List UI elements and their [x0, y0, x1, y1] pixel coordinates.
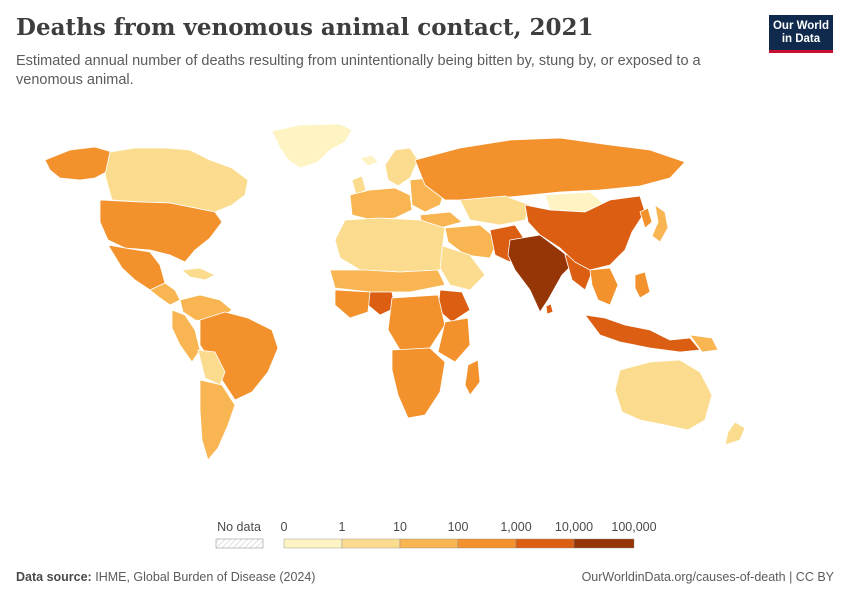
region-central-africa[interactable]	[387, 294, 446, 351]
legend-tick-100000: 100,000	[611, 520, 656, 534]
data-source-text: IHME, Global Burden of Disease (2024)	[95, 570, 316, 584]
legend-tick-10: 10	[393, 520, 407, 534]
data-source-label: Data source:	[16, 570, 92, 584]
region-papua-new-guinea[interactable]	[689, 334, 719, 353]
logo-line-1: Our World	[772, 20, 829, 32]
chart-title: Deaths from venomous animal contact, 202…	[16, 14, 594, 41]
region-kazakhstan[interactable]	[459, 195, 531, 226]
legend-bin-1000-10000	[515, 538, 575, 549]
legend-scale: 0 1 10 100 1,000 10,000 100,000	[281, 520, 657, 549]
region-iceland[interactable]	[359, 154, 379, 167]
world-map	[44, 123, 746, 461]
region-greenland[interactable]	[271, 123, 353, 169]
region-southern-africa[interactable]	[391, 347, 446, 419]
region-alaska[interactable]	[44, 146, 113, 181]
legend-tick-10000: 10,000	[555, 520, 593, 534]
owid-logo[interactable]: Our World in Data	[769, 15, 833, 53]
region-uk-ireland[interactable]	[351, 175, 367, 196]
legend-bin-10-100	[399, 538, 459, 549]
region-caribbean[interactable]	[181, 267, 216, 281]
region-argentina-chile[interactable]	[199, 379, 236, 461]
legend: No data 0 1 10 100 1,000 10,000 100,000	[215, 520, 657, 549]
legend-bin-0-1	[283, 538, 343, 549]
region-east-africa[interactable]	[437, 317, 471, 363]
region-korea[interactable]	[639, 207, 653, 229]
region-peru-ecuador[interactable]	[171, 309, 201, 363]
region-sri-lanka[interactable]	[545, 303, 554, 315]
region-japan[interactable]	[651, 204, 669, 243]
data-source: Data source: IHME, Global Burden of Dise…	[16, 570, 315, 584]
region-western-europe[interactable]	[349, 187, 413, 221]
region-north-africa[interactable]	[334, 217, 446, 273]
region-indonesia[interactable]	[584, 314, 701, 353]
region-sahel[interactable]	[329, 269, 446, 293]
legend-no-data-swatch	[215, 538, 264, 549]
source-url-link[interactable]: OurWorldinData.org/causes-of-death | CC …	[581, 570, 834, 584]
legend-no-data-label: No data	[217, 520, 261, 534]
chart-subtitle: Estimated annual number of deaths result…	[16, 53, 701, 88]
region-china[interactable]	[524, 195, 646, 271]
legend-tick-1000: 1,000	[500, 520, 531, 534]
region-west-africa[interactable]	[334, 289, 371, 319]
region-madagascar[interactable]	[464, 359, 481, 396]
legend-bin-100-1000	[457, 538, 517, 549]
legend-tick-0: 0	[281, 520, 288, 534]
logo-line-2: in Data	[781, 33, 821, 45]
legend-bin-10000-100000	[573, 538, 635, 549]
legend-tick-100: 100	[448, 520, 469, 534]
region-usa[interactable]	[99, 199, 223, 263]
region-iran-iraq[interactable]	[444, 224, 499, 259]
region-new-zealand[interactable]	[724, 421, 746, 446]
region-scandinavia[interactable]	[384, 147, 419, 187]
region-bolivia-paraguay[interactable]	[197, 349, 226, 386]
region-southeast-asia[interactable]	[589, 267, 619, 306]
legend-bin-1-10	[341, 538, 401, 549]
region-australia[interactable]	[614, 359, 713, 431]
region-philippines[interactable]	[634, 271, 651, 299]
region-india[interactable]	[507, 234, 576, 313]
region-russia[interactable]	[414, 137, 686, 201]
legend-tick-1: 1	[339, 520, 346, 534]
